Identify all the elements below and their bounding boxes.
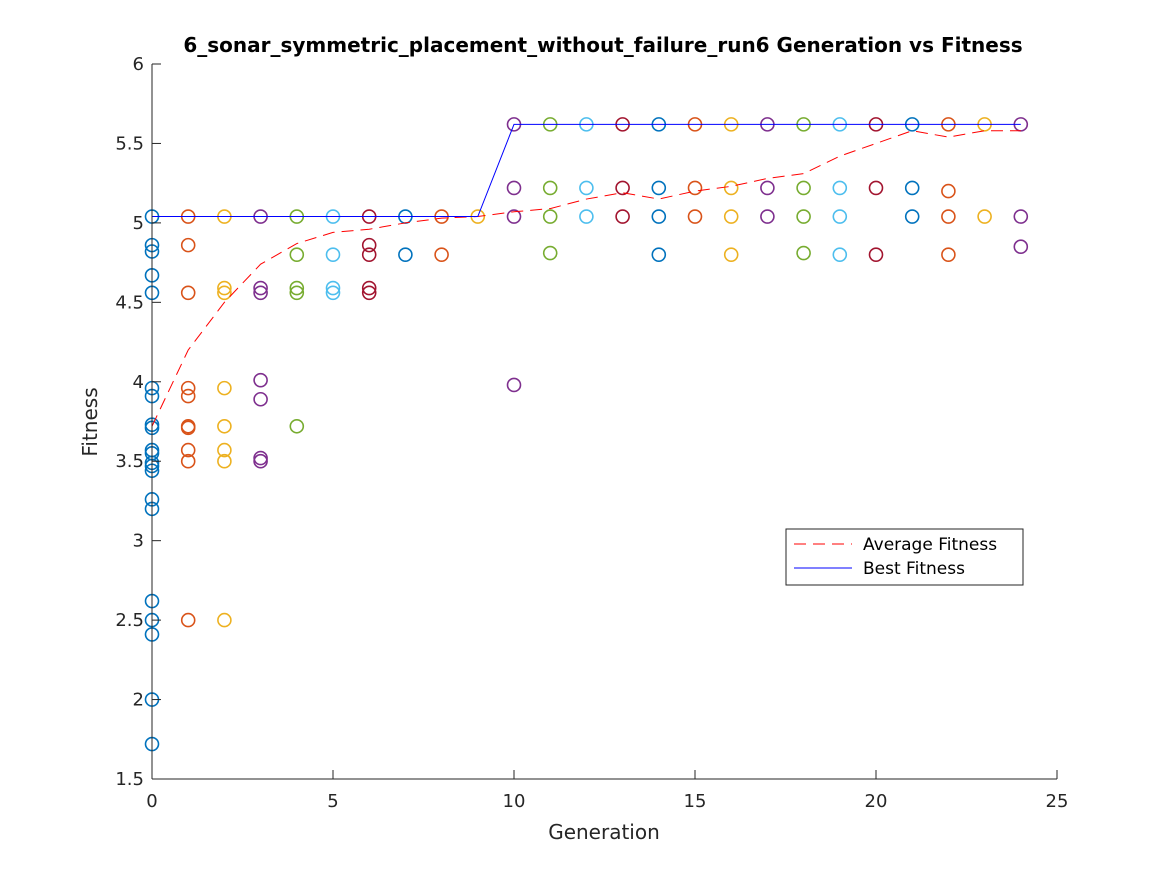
scatter-point: [180, 612, 196, 628]
scatter-point: [832, 247, 848, 262]
scatter-point: [579, 209, 594, 224]
scatter-point: [217, 453, 232, 469]
scatter-point: [253, 372, 268, 388]
scatter-point: [941, 247, 956, 262]
y-axis-label: Fitness: [78, 387, 102, 456]
scatter-point: [217, 612, 232, 628]
scatter-point: [651, 180, 667, 196]
scatter-point: [723, 247, 739, 262]
scatter-point: [542, 180, 558, 196]
average-fitness-line: [151, 130, 1021, 427]
scatter-point: [180, 453, 196, 469]
scatter-point: [723, 180, 739, 196]
scatter-point: [904, 209, 920, 224]
x-axis-label: Generation: [548, 820, 660, 844]
scatter-point: [941, 183, 956, 199]
y-tick-label: 3.5: [115, 451, 144, 472]
scatter-point: [832, 180, 848, 196]
scatter-point: [687, 209, 703, 224]
scatter-point: [180, 285, 196, 301]
scatter-point: [579, 180, 594, 196]
x-tick-label: 20: [865, 791, 888, 812]
scatter-point: [615, 180, 630, 196]
scatter-point: [289, 418, 305, 434]
scatter-point: [868, 180, 884, 196]
scatter-point: [1013, 209, 1029, 224]
scatter-point: [398, 247, 413, 262]
y-tick-label: 4.5: [115, 292, 144, 313]
scatter-point: [325, 285, 341, 301]
plot-area: [144, 117, 1029, 752]
scatter-point: [977, 209, 992, 224]
scatter-point: [904, 180, 920, 196]
chart-title: 6_sonar_symmetric_placement_without_fail…: [183, 33, 1022, 57]
scatter-point: [361, 247, 377, 262]
scatter-point: [651, 209, 667, 224]
scatter-point: [868, 247, 884, 262]
scatter-point: [253, 453, 268, 469]
x-tick-label: 0: [146, 791, 157, 812]
legend-label-average-fitness: Average Fitness: [863, 535, 997, 555]
y-tick-label: 4: [133, 372, 144, 393]
x-tick-label: 25: [1046, 791, 1069, 812]
scatter-point: [832, 209, 848, 224]
scatter-point: [687, 180, 703, 196]
scatter-point: [180, 380, 196, 396]
scatter-point: [651, 247, 667, 262]
scatter-point: [760, 209, 775, 224]
y-axis: 1.5 2 2.5 3 3.5 4 4.5 5 5.5 6: [115, 54, 161, 790]
scatter-point: [180, 442, 196, 458]
scatter-point: [325, 247, 341, 262]
scatter-point: [941, 209, 956, 224]
y-tick-label: 2: [133, 690, 144, 711]
scatter-point: [217, 280, 232, 296]
scatter-point: [434, 247, 449, 262]
scatter-point: [289, 285, 305, 301]
scatter-point: [253, 391, 268, 407]
scatter-point: [217, 418, 232, 434]
best-fitness-line: [152, 123, 1021, 218]
scatter-point: [361, 237, 377, 253]
scatter-point: [506, 377, 522, 393]
scatter-point: [289, 247, 305, 262]
scatter-point: [253, 285, 268, 301]
scatter-point: [542, 209, 558, 224]
scatter-point: [506, 180, 522, 196]
y-tick-label: 5.5: [115, 133, 144, 154]
scatter-point: [796, 180, 811, 196]
scatter-point: [1013, 239, 1029, 255]
scatter-point: [796, 245, 811, 261]
scatter-point: [180, 237, 196, 253]
scatter-point: [253, 280, 268, 296]
scatter-point: [180, 388, 196, 404]
x-tick-label: 15: [684, 791, 707, 812]
scatter-point: [723, 209, 739, 224]
y-tick-label: 6: [133, 54, 144, 75]
scatter-point: [361, 285, 377, 301]
scatter-point: [217, 442, 232, 458]
scatter-point: [760, 180, 775, 196]
x-tick-label: 5: [327, 791, 338, 812]
y-tick-label: 5: [133, 213, 144, 234]
x-tick-label: 10: [503, 791, 526, 812]
scatter-point: [217, 285, 232, 301]
legend-label-best-fitness: Best Fitness: [863, 559, 965, 579]
scatter-point: [361, 280, 377, 296]
x-axis: 0 5 10 15 20 25: [146, 770, 1068, 812]
scatter-point: [325, 280, 341, 296]
scatter-point: [217, 380, 232, 396]
scatter-point: [289, 280, 305, 296]
legend-box: [785, 528, 1024, 586]
y-tick-label: 1.5: [115, 769, 144, 790]
scatter-point: [253, 450, 268, 466]
scatter-point: [542, 245, 558, 261]
scatter-point: [796, 209, 811, 224]
y-tick-label: 3: [133, 531, 144, 552]
scatter-point: [506, 209, 522, 224]
legend: Average Fitness Best Fitness: [785, 528, 1024, 586]
scatter-point: [180, 420, 196, 436]
scatter-point: [615, 209, 630, 224]
y-tick-label: 2.5: [115, 610, 144, 631]
